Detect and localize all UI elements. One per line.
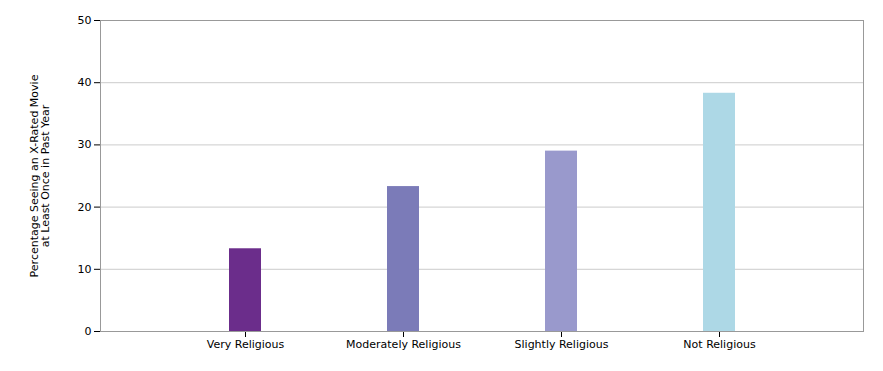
svg-text:Slightly Religious: Slightly Religious xyxy=(515,338,609,351)
svg-text:50: 50 xyxy=(78,14,92,27)
svg-text:30: 30 xyxy=(78,138,92,151)
svg-text:40: 40 xyxy=(78,76,92,89)
svg-text:0: 0 xyxy=(85,325,92,338)
svg-text:Percentage Seeing an X-Rated M: Percentage Seeing an X-Rated Movieat Lea… xyxy=(28,74,52,277)
svg-text:Very Religious: Very Religious xyxy=(207,338,285,351)
svg-text:20: 20 xyxy=(78,201,92,214)
svg-text:Moderately Religious: Moderately Religious xyxy=(346,338,461,351)
svg-text:10: 10 xyxy=(78,263,92,276)
svg-text:Not Religious: Not Religious xyxy=(683,338,756,351)
